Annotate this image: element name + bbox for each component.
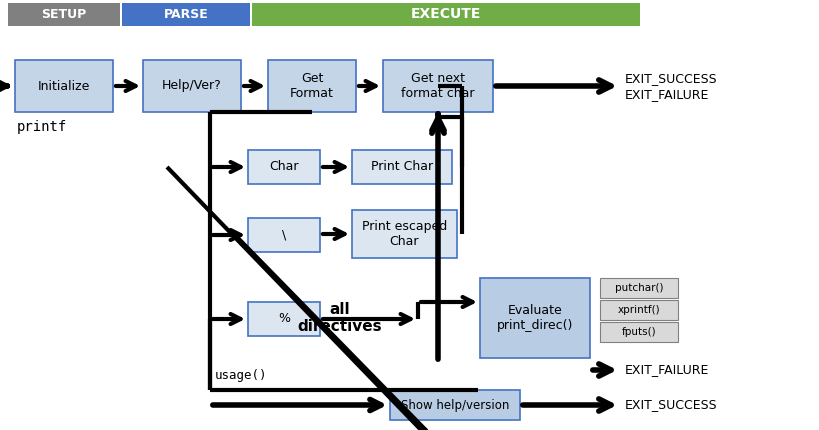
Text: Print Char: Print Char <box>370 160 432 173</box>
FancyBboxPatch shape <box>600 278 677 298</box>
FancyBboxPatch shape <box>268 60 355 112</box>
FancyBboxPatch shape <box>479 278 590 358</box>
FancyBboxPatch shape <box>15 60 113 112</box>
FancyBboxPatch shape <box>247 218 319 252</box>
Text: %: % <box>278 313 290 326</box>
FancyBboxPatch shape <box>122 3 250 26</box>
Text: Evaluate
print_direc(): Evaluate print_direc() <box>496 304 572 332</box>
FancyBboxPatch shape <box>382 60 492 112</box>
Text: PARSE: PARSE <box>164 8 208 21</box>
Text: EXIT_FAILURE: EXIT_FAILURE <box>624 89 708 101</box>
Text: Initialize: Initialize <box>38 80 90 92</box>
FancyBboxPatch shape <box>600 322 677 342</box>
FancyBboxPatch shape <box>390 390 519 420</box>
Text: fputs(): fputs() <box>621 327 655 337</box>
Text: \: \ <box>282 228 286 242</box>
Text: all
directives: all directives <box>297 302 382 335</box>
Text: Get next
format char: Get next format char <box>400 72 474 100</box>
Text: EXIT_SUCCESS: EXIT_SUCCESS <box>624 399 717 412</box>
Text: EXIT_FAILURE: EXIT_FAILURE <box>624 363 708 377</box>
FancyBboxPatch shape <box>600 300 677 320</box>
Text: EXIT_SUCCESS: EXIT_SUCCESS <box>624 73 717 86</box>
Text: Char: Char <box>269 160 298 173</box>
FancyBboxPatch shape <box>351 150 451 184</box>
Text: Get
Format: Get Format <box>290 72 333 100</box>
Text: usage(): usage() <box>215 369 267 382</box>
FancyBboxPatch shape <box>8 3 120 26</box>
Text: printf: printf <box>17 120 67 134</box>
Text: Help/Ver?: Help/Ver? <box>162 80 222 92</box>
Text: xprintf(): xprintf() <box>617 305 659 315</box>
Text: EXECUTE: EXECUTE <box>410 7 481 22</box>
Text: putchar(): putchar() <box>614 283 663 293</box>
Text: Print escaped
Char: Print escaped Char <box>361 220 446 248</box>
Text: SETUP: SETUP <box>41 8 87 21</box>
FancyBboxPatch shape <box>351 210 456 258</box>
Text: Show help/version: Show help/version <box>400 399 509 412</box>
FancyBboxPatch shape <box>247 150 319 184</box>
FancyBboxPatch shape <box>247 302 319 336</box>
FancyBboxPatch shape <box>143 60 241 112</box>
FancyBboxPatch shape <box>251 3 639 26</box>
